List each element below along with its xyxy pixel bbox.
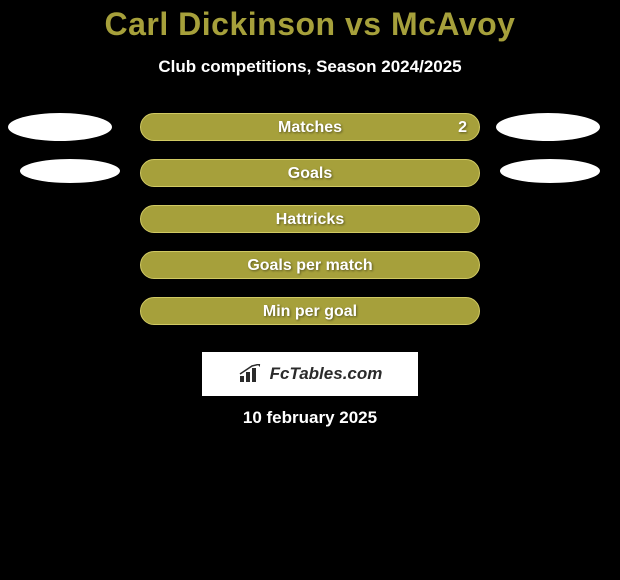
stat-bar: Goals: [140, 159, 480, 187]
snapshot-date: 10 february 2025: [0, 408, 620, 428]
stat-row: Goals: [0, 159, 620, 205]
stat-rows: Matches2 Goals Hattricks Goals per match Min…: [0, 113, 620, 343]
stat-label: Goals: [141, 160, 479, 188]
stat-bar: Matches2: [140, 113, 480, 141]
stat-value: 2: [458, 114, 467, 142]
stat-bar: Hattricks: [140, 205, 480, 233]
stat-bar: Goals per match: [140, 251, 480, 279]
stat-row: Min per goal: [0, 297, 620, 343]
season-subtitle: Club competitions, Season 2024/2025: [0, 57, 620, 77]
player-left-marker: [20, 159, 120, 183]
stat-label: Min per goal: [141, 298, 479, 326]
stat-label: Goals per match: [141, 252, 479, 280]
logo-text: FcTables.com: [270, 364, 383, 384]
stat-bar: Min per goal: [140, 297, 480, 325]
comparison-infographic: Carl Dickinson vs McAvoy Club competitio…: [0, 0, 620, 580]
stat-label: Matches: [141, 114, 479, 142]
site-logo: FcTables.com: [202, 352, 418, 396]
stat-label: Hattricks: [141, 206, 479, 234]
player-right-marker: [496, 113, 600, 141]
player-left-marker: [8, 113, 112, 141]
page-title: Carl Dickinson vs McAvoy: [0, 0, 620, 43]
stat-row: Hattricks: [0, 205, 620, 251]
stat-row: Goals per match: [0, 251, 620, 297]
stat-row: Matches2: [0, 113, 620, 159]
player-right-marker: [500, 159, 600, 183]
bar-chart-icon: [238, 364, 264, 384]
